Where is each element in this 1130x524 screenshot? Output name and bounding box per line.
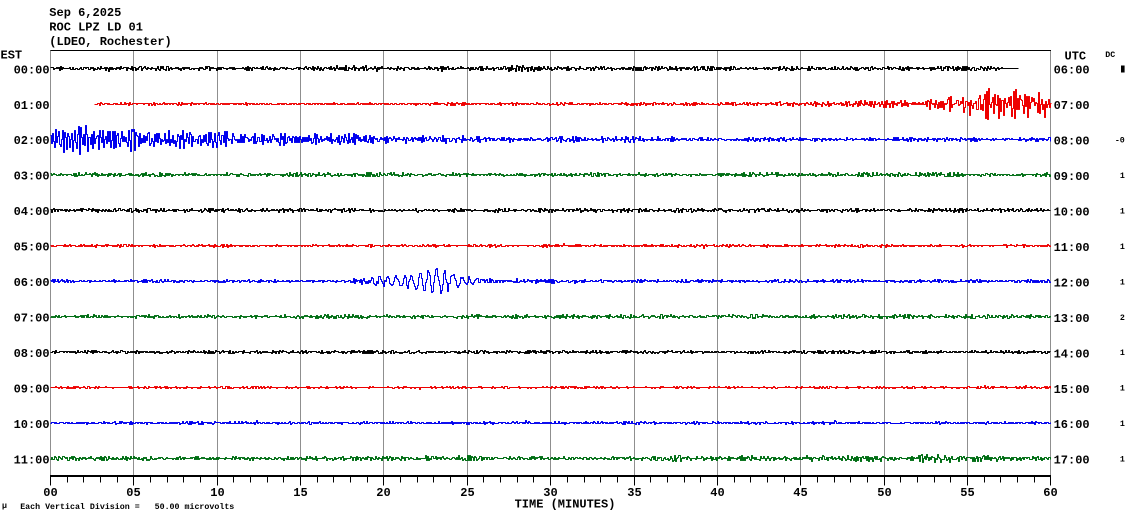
svg-text:-0: -0	[1115, 137, 1125, 146]
svg-text:05:00: 05:00	[14, 241, 50, 255]
svg-text:Each Vertical Division = 50.: Each Vertical Division = 50.00 microvolt…	[20, 502, 234, 512]
svg-text:10:00: 10:00	[1054, 206, 1090, 220]
svg-text:08:00: 08:00	[14, 347, 50, 361]
svg-text:08:00: 08:00	[1054, 135, 1090, 149]
svg-text:2: 2	[1120, 314, 1125, 323]
svg-text:00:00: 00:00	[14, 63, 50, 77]
svg-text:1: 1	[1120, 278, 1125, 287]
svg-text:12:00: 12:00	[1054, 276, 1090, 290]
svg-text:1: 1	[1120, 172, 1125, 181]
svg-text:(LDEO, Rochester): (LDEO, Rochester)	[49, 35, 171, 49]
svg-text:04:00: 04:00	[14, 205, 50, 219]
svg-text:15: 15	[293, 486, 307, 500]
svg-text:09:00: 09:00	[1054, 170, 1090, 184]
svg-text:07:00: 07:00	[1054, 99, 1090, 113]
svg-text:09:00: 09:00	[14, 382, 50, 396]
svg-text:17:00: 17:00	[1054, 454, 1090, 468]
svg-text:16:00: 16:00	[1054, 418, 1090, 432]
svg-text:11:00: 11:00	[14, 453, 50, 467]
svg-text:µ: µ	[2, 502, 7, 511]
svg-text:60: 60	[1043, 486, 1057, 500]
svg-text:UTC: UTC	[1065, 50, 1087, 64]
svg-text:06:00: 06:00	[14, 276, 50, 290]
svg-text:14:00: 14:00	[1054, 347, 1090, 361]
svg-text:00: 00	[43, 486, 57, 500]
svg-text:10:00: 10:00	[14, 418, 50, 432]
svg-text:50: 50	[877, 486, 891, 500]
svg-text:35: 35	[627, 486, 641, 500]
svg-text:11:00: 11:00	[1054, 241, 1090, 255]
svg-text:06:00: 06:00	[1054, 64, 1090, 78]
svg-text:1: 1	[1120, 207, 1125, 216]
svg-text:TIME (MINUTES): TIME (MINUTES)	[515, 497, 616, 511]
svg-text:ROC LPZ LD 01: ROC LPZ LD 01	[49, 20, 143, 34]
svg-text:15:00: 15:00	[1054, 383, 1090, 397]
svg-text:1: 1	[1120, 243, 1125, 252]
svg-text:02:00: 02:00	[14, 134, 50, 148]
svg-text:25: 25	[460, 486, 474, 500]
svg-text:01:00: 01:00	[14, 99, 50, 113]
svg-text:55: 55	[960, 486, 974, 500]
svg-text:20: 20	[376, 486, 390, 500]
svg-text:1: 1	[1120, 385, 1125, 394]
svg-text:40: 40	[710, 486, 724, 500]
svg-text:45: 45	[793, 486, 807, 500]
svg-text:05: 05	[126, 486, 140, 500]
svg-text:Sep 6,2025: Sep 6,2025	[49, 6, 121, 20]
svg-text:DC: DC	[1105, 51, 1115, 60]
svg-text:30: 30	[543, 486, 557, 500]
svg-text:03:00: 03:00	[14, 170, 50, 184]
svg-text:1: 1	[1120, 349, 1125, 358]
svg-text:1: 1	[1120, 456, 1125, 465]
svg-text:EST: EST	[1, 48, 23, 62]
svg-text:1: 1	[1120, 420, 1125, 429]
svg-text:13:00: 13:00	[1054, 312, 1090, 326]
svg-text:07:00: 07:00	[14, 311, 50, 325]
svg-text:10: 10	[210, 486, 224, 500]
